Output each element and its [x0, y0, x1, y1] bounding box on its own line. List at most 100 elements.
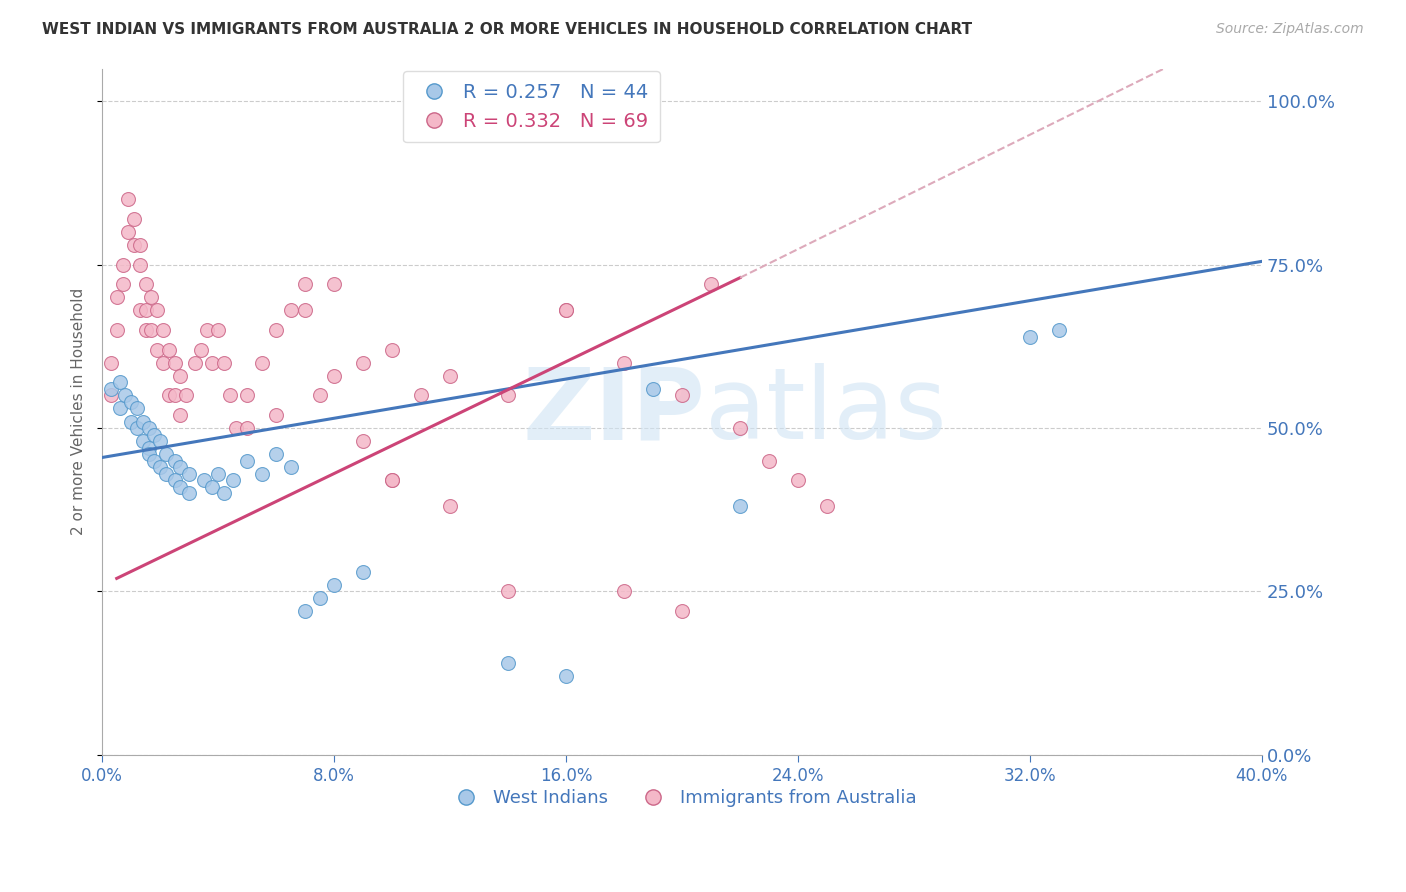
Point	[125, 401, 148, 416]
Text: WEST INDIAN VS IMMIGRANTS FROM AUSTRALIA 2 OR MORE VEHICLES IN HOUSEHOLD CORRELA: WEST INDIAN VS IMMIGRANTS FROM AUSTRALIA…	[42, 22, 973, 37]
Point	[117, 225, 139, 239]
Point	[352, 356, 374, 370]
Point	[496, 657, 519, 671]
Point	[250, 467, 273, 481]
Point	[135, 277, 157, 292]
Point	[163, 356, 186, 370]
Point	[163, 454, 186, 468]
Point	[728, 500, 751, 514]
Point	[280, 303, 302, 318]
Point	[184, 356, 207, 370]
Point	[221, 474, 243, 488]
Point	[250, 356, 273, 370]
Point	[613, 584, 636, 599]
Point	[381, 474, 404, 488]
Point	[146, 343, 169, 357]
Point	[352, 434, 374, 449]
Point	[138, 447, 160, 461]
Point	[135, 323, 157, 337]
Point	[236, 421, 259, 435]
Point	[100, 356, 122, 370]
Point	[671, 388, 693, 402]
Point	[280, 460, 302, 475]
Point	[555, 303, 578, 318]
Point	[169, 480, 191, 494]
Point	[225, 421, 247, 435]
Point	[201, 480, 224, 494]
Point	[352, 565, 374, 579]
Point	[1047, 323, 1070, 337]
Point	[671, 604, 693, 618]
Point	[120, 415, 142, 429]
Point	[169, 460, 191, 475]
Point	[146, 303, 169, 318]
Point	[212, 486, 235, 500]
Point	[201, 356, 224, 370]
Point	[120, 395, 142, 409]
Point	[815, 500, 838, 514]
Point	[105, 290, 128, 304]
Point	[236, 388, 259, 402]
Point	[129, 238, 152, 252]
Point	[152, 356, 174, 370]
Point	[105, 323, 128, 337]
Point	[555, 303, 578, 318]
Point	[264, 408, 287, 422]
Point	[323, 277, 346, 292]
Point	[163, 388, 186, 402]
Point	[207, 323, 229, 337]
Point	[169, 408, 191, 422]
Point	[155, 447, 177, 461]
Point	[264, 323, 287, 337]
Point	[141, 323, 163, 337]
Point	[108, 401, 131, 416]
Point	[117, 192, 139, 206]
Point	[207, 467, 229, 481]
Point	[157, 343, 180, 357]
Point	[149, 460, 172, 475]
Point	[155, 467, 177, 481]
Point	[264, 447, 287, 461]
Point	[496, 388, 519, 402]
Point	[381, 474, 404, 488]
Point	[179, 467, 201, 481]
Point	[174, 388, 197, 402]
Point	[439, 500, 461, 514]
Text: ZIP: ZIP	[523, 363, 706, 460]
Point	[100, 388, 122, 402]
Point	[169, 368, 191, 383]
Point	[138, 421, 160, 435]
Point	[152, 323, 174, 337]
Point	[141, 290, 163, 304]
Text: atlas: atlas	[706, 363, 946, 460]
Point	[236, 454, 259, 468]
Point	[381, 343, 404, 357]
Text: Source: ZipAtlas.com: Source: ZipAtlas.com	[1216, 22, 1364, 37]
Point	[114, 388, 136, 402]
Point	[138, 441, 160, 455]
Point	[111, 258, 134, 272]
Point	[163, 474, 186, 488]
Point	[294, 604, 316, 618]
Point	[129, 258, 152, 272]
Point	[122, 211, 145, 226]
Point	[157, 388, 180, 402]
Point	[108, 376, 131, 390]
Point	[212, 356, 235, 370]
Y-axis label: 2 or more Vehicles in Household: 2 or more Vehicles in Household	[72, 288, 86, 535]
Point	[323, 578, 346, 592]
Point	[439, 368, 461, 383]
Point	[411, 388, 433, 402]
Point	[308, 591, 330, 605]
Point	[641, 382, 664, 396]
Point	[1019, 329, 1042, 343]
Point	[787, 474, 810, 488]
Point	[122, 238, 145, 252]
Point	[135, 303, 157, 318]
Point	[308, 388, 330, 402]
Point	[218, 388, 240, 402]
Point	[193, 474, 215, 488]
Point	[100, 382, 122, 396]
Point	[700, 277, 723, 292]
Point	[323, 368, 346, 383]
